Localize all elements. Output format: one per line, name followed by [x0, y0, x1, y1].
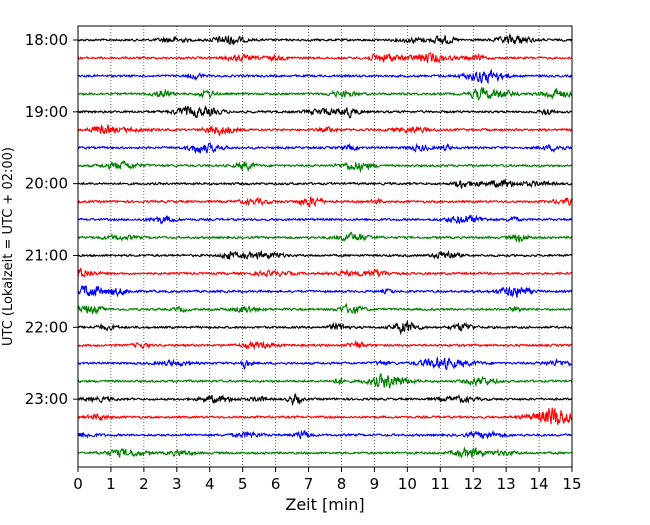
x-tick-label: 11 [431, 475, 450, 493]
x-tick-label: 3 [172, 475, 182, 493]
y-tick-label: 18:00 [25, 31, 68, 49]
y-tick-label: 20:00 [25, 175, 68, 193]
trace-row [77, 142, 573, 155]
trace-row [77, 159, 573, 174]
y-tick-label: 23:00 [25, 390, 68, 408]
trace-row [77, 196, 573, 208]
x-tick-label: 0 [73, 475, 83, 493]
x-tick-label: 8 [337, 475, 347, 493]
y-tick-label: 21:00 [25, 246, 68, 264]
x-tick-label: 10 [398, 475, 417, 493]
trace-row [77, 214, 573, 225]
trace-row [77, 302, 573, 316]
y-axis-label: UTC (Lokalzeit = UTC + 02:00) [1, 147, 16, 346]
trace-row [77, 87, 573, 102]
x-tick-label: 15 [562, 475, 581, 493]
trace-row [77, 68, 573, 85]
trace-layer [77, 33, 573, 459]
trace-row [77, 407, 573, 425]
trace-row [77, 104, 573, 119]
trace-row [77, 231, 573, 243]
y-axis: 18:00 19:00 20:00 21:00 22:00 23:00 [25, 31, 78, 408]
trace-row [77, 320, 573, 336]
trace-row [77, 33, 573, 46]
x-tick-label: 6 [271, 475, 281, 493]
trace-row [77, 124, 573, 137]
x-axis-label: Zeit [min] [285, 495, 364, 514]
x-tick-label: 5 [238, 475, 248, 493]
x-tick-label: 2 [139, 475, 149, 493]
y-tick-label: 22:00 [25, 318, 68, 336]
trace-row [77, 249, 573, 260]
x-tick-label: 14 [530, 475, 549, 493]
y-tick-label: 19:00 [25, 103, 68, 121]
trace-row [77, 267, 573, 278]
x-tick-label: 12 [464, 475, 483, 493]
trace-row [77, 372, 573, 389]
trace-row [77, 177, 573, 189]
trace-row [77, 52, 573, 64]
x-tick-label: 4 [205, 475, 215, 493]
x-tick-label: 7 [304, 475, 314, 493]
x-tick-label: 9 [370, 475, 380, 493]
trace-row [77, 393, 573, 407]
trace-row [77, 285, 573, 298]
x-axis: 0 1 2 3 4 5 6 7 8 9 10 11 12 13 14 15 [73, 467, 582, 493]
trace-row [77, 429, 573, 440]
trace-row [77, 339, 573, 351]
x-tick-label: 13 [497, 475, 516, 493]
trace-row [77, 446, 573, 459]
trace-row [77, 356, 573, 371]
plot-frame [77, 25, 573, 468]
x-tick-label: 1 [106, 475, 116, 493]
